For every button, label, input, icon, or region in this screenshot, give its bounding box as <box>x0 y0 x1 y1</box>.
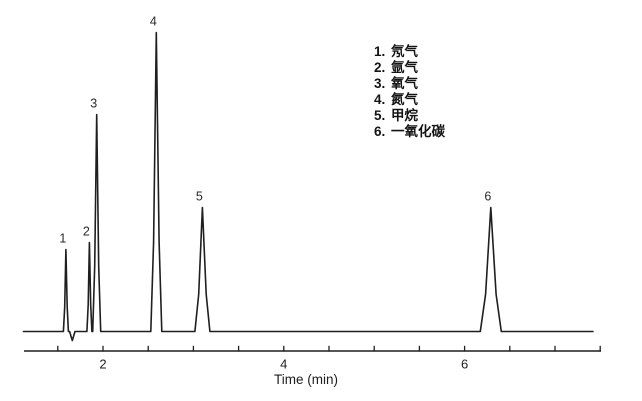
legend-item-name: 氧气 <box>391 75 418 91</box>
legend-item-name: 氩气 <box>391 59 418 75</box>
x-axis-tick-label: 6 <box>461 357 468 372</box>
peak-number-label: 6 <box>484 190 491 204</box>
chromatogram-trace <box>22 31 594 342</box>
legend-item-name: 一氧化碳 <box>391 123 445 139</box>
peak-number-label: 5 <box>196 190 203 204</box>
legend-item: 1. 氖气 <box>374 44 445 60</box>
legend-item-number: 5. <box>374 107 386 123</box>
legend-item-name: 甲烷 <box>391 107 418 123</box>
legend-item: 6. 一氧化碳 <box>374 124 445 140</box>
x-axis-tick-label: 4 <box>280 357 287 372</box>
peak-number-label: 1 <box>59 232 66 246</box>
legend-item: 3. 氧气 <box>374 76 445 92</box>
peak-number-label: 4 <box>150 15 157 29</box>
legend-item-name: 氮气 <box>391 91 418 107</box>
legend-item: 5. 甲烷 <box>374 108 445 124</box>
peak-number-label: 3 <box>90 97 97 111</box>
legend-item-number: 1. <box>374 44 386 59</box>
legend-item-number: 2. <box>374 59 386 75</box>
peak-number-label: 2 <box>83 225 90 239</box>
x-axis-title: Time (min) <box>274 372 338 387</box>
peak-legend: 1. 氖气 2. 氩气 3. 氧气 4. 氮气 5. 甲烷 6. 一氧化碳 <box>374 44 445 139</box>
legend-item-number: 4. <box>374 91 386 107</box>
legend-item-number: 6. <box>374 123 386 139</box>
legend-item: 2. 氩气 <box>374 60 445 76</box>
legend-item: 4. 氮气 <box>374 92 445 108</box>
legend-item-name: 氖气 <box>391 44 418 59</box>
x-axis-tick-label: 2 <box>99 357 106 372</box>
legend-item-number: 3. <box>374 75 386 91</box>
